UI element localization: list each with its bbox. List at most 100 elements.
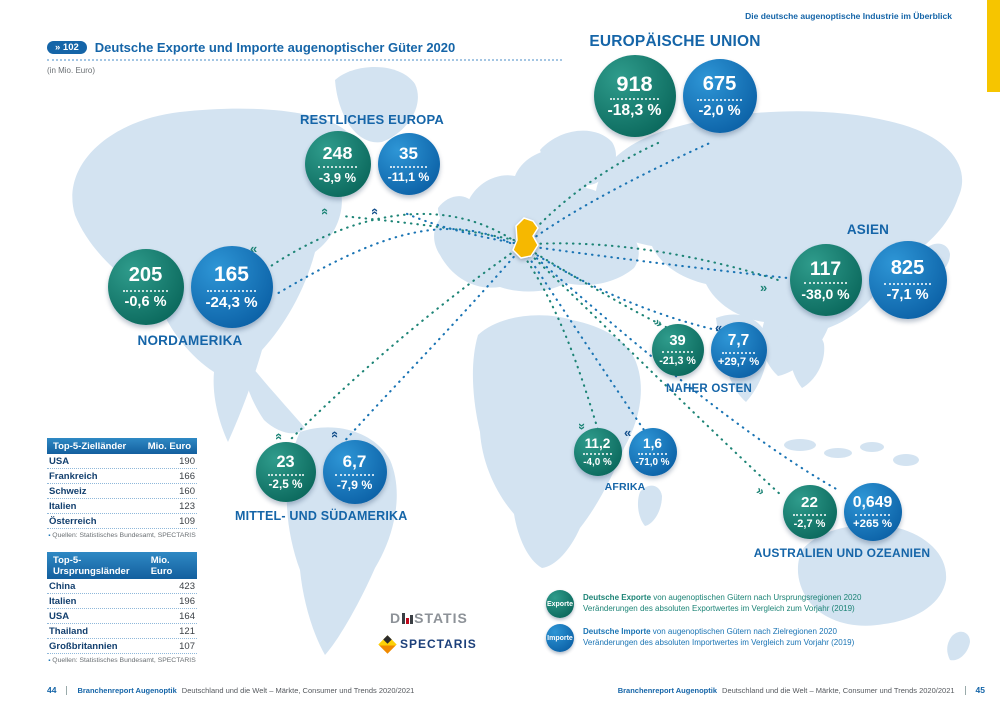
flow-north-america-export	[260, 212, 518, 274]
page-footer: 44 Branchenreport Augenoptik Deutschland…	[47, 685, 985, 695]
table-row: Italien 123	[47, 499, 197, 514]
figure-number-badge: » 102	[47, 41, 87, 54]
import-bubble: 165 -24,3 %	[190, 246, 273, 328]
import-value: 0,649	[852, 493, 893, 511]
island-new-guinea	[893, 454, 919, 466]
continent-asia	[595, 111, 963, 377]
import-value: 6,7	[342, 452, 367, 472]
island-greenland	[335, 66, 418, 143]
export-value: 205	[128, 264, 163, 287]
export-change: -4,0 %	[583, 457, 612, 469]
table-top5-destination-countries: Top-5-Zielländer Mio. Euro USA 190 Frankr…	[47, 438, 197, 539]
region-australien-und-ozeanien: 22 -2,7 % 0,649 +265 % AUSTRALIEN UND OZ…	[748, 483, 936, 560]
region-nordamerika: 205 -0,6 % 165 -24,3 % NORDAMERIKA	[92, 246, 288, 348]
flow-rest-europe-import	[403, 211, 516, 245]
export-bubble: 11,2 -4,0 %	[573, 428, 622, 476]
region-mittel-und-suedamerika: 23 -2,5 % 6,7 -7,9 % MITTEL- UND SÜDAMER…	[235, 440, 407, 523]
table-source: ▪ Quellen: Statistisches Bundesamt, SPEC…	[48, 657, 196, 664]
footer-text-right: Deutschland und die Welt – Märkte, Consu…	[722, 685, 955, 695]
export-bubble: 117 -38,0 %	[789, 244, 862, 316]
export-bubble: 918 -18,3 %	[593, 55, 676, 137]
import-value: 165	[214, 263, 249, 287]
flow-rest-europe-export	[340, 214, 516, 242]
arrow-chevron-icon: »	[760, 280, 768, 295]
footer-text-left: Deutschland und die Welt – Märkte, Consu…	[181, 685, 415, 695]
region-southeast-asia	[787, 327, 825, 388]
import-change: -2,0 %	[698, 102, 741, 119]
region-label: AFRIKA	[604, 481, 646, 493]
legend-import-line1: von augenoptischen Gütern nach Zielregio…	[650, 627, 837, 637]
region-label: RESTLICHES EUROPA	[299, 112, 444, 127]
import-value: 1,6	[643, 435, 662, 451]
destatis-bars-icon	[402, 612, 414, 624]
import-bubble: 675 -2,0 %	[682, 59, 757, 133]
region-label: AUSTRALIEN UND OZEANIEN	[753, 546, 931, 560]
table-row: Großbritannien 107	[47, 639, 197, 654]
export-change: -38,0 %	[801, 286, 850, 303]
footer-brand-right: Branchenreport Augenoptik	[617, 685, 718, 695]
table-row: Schweiz 160	[47, 484, 197, 499]
import-bubble: 7,7 +29,7 %	[710, 322, 767, 378]
flow-australia-import	[530, 252, 840, 492]
region-label: NORDAMERIKA	[137, 333, 243, 348]
table-row: Italien 196	[47, 594, 197, 609]
destatis-logo-text: D	[390, 610, 402, 626]
export-value: 248	[322, 143, 353, 164]
page-number-left: 44	[47, 685, 57, 695]
germany-shape	[512, 217, 539, 259]
export-legend-badge: Exporte	[546, 590, 574, 618]
import-change: -11,1 %	[387, 169, 430, 184]
report-section-header: Die deutsche augenoptische Industrie im …	[745, 11, 952, 21]
region-label: EUROPÄISCHE UNION	[589, 33, 761, 50]
arrow-chevron-icon: «	[624, 425, 632, 440]
spectaris-diamond-icon	[378, 634, 397, 654]
continent-africa	[472, 315, 641, 568]
table-title: Top-5-Zielländer	[53, 440, 127, 452]
import-value: 35	[399, 144, 418, 164]
import-bubble: 6,7 -7,9 %	[322, 440, 387, 504]
import-change: -7,9 %	[336, 477, 373, 492]
import-bubble: 0,649 +265 %	[843, 483, 902, 541]
table-row: China 423	[47, 579, 197, 594]
import-change: +29,7 %	[717, 355, 760, 368]
title-divider	[47, 59, 562, 61]
flow-asia-import	[532, 245, 860, 287]
destatis-logo: D STATIS	[390, 610, 468, 626]
flow-north-america-import	[273, 227, 518, 297]
table-row: USA 190	[47, 454, 197, 469]
table-top5-origin-countries: Top-5-Ursprungsländer Mio. Euro China 423…	[47, 552, 197, 664]
export-value: 117	[809, 257, 842, 280]
legend-export-line1: von augenoptischen Gütern nach Ursprungs…	[651, 593, 862, 603]
import-value: 675	[702, 73, 737, 96]
import-change: -24,3 %	[205, 293, 258, 311]
island-indonesia-3	[860, 442, 884, 452]
legend-export-bold: Deutsche Exporte	[583, 593, 652, 603]
export-value: 22	[801, 494, 818, 512]
flow-africa-import	[526, 254, 646, 432]
export-bubble: 23 -2,5 %	[255, 442, 316, 502]
export-value: 23	[276, 453, 295, 472]
table-title: Top-5-Ursprungsländer	[53, 554, 130, 577]
export-bubble: 39 -21,3 %	[651, 324, 704, 376]
export-change: -2,7 %	[793, 517, 826, 530]
export-value: 39	[669, 332, 686, 349]
arrow-chevron-icon: «	[318, 207, 334, 216]
unit-note: (in Mio. Euro)	[47, 66, 96, 75]
export-change: -3,9 %	[318, 169, 357, 185]
flow-middle-east-export	[528, 248, 674, 332]
table-row: Österreich 109	[47, 514, 197, 529]
import-bubble: 1,6 -71,0 %	[628, 428, 677, 476]
region-restliches-europa: RESTLICHES EUROPA 248 -3,9 % 35 -11,1 %	[276, 112, 468, 197]
continent-central-america	[240, 352, 305, 434]
import-value: 7,7	[727, 332, 750, 350]
legend-exports: Exporte Deutsche Exporte von augenoptisc…	[546, 590, 876, 618]
region-scandinavia	[540, 130, 616, 186]
legend-export-line2: Veränderungen des absoluten Exportwertes…	[583, 604, 855, 613]
export-value: 918	[616, 70, 653, 96]
page-title: Deutsche Exporte und Importe augenoptisc…	[94, 40, 456, 55]
import-bubble: 35 -11,1 %	[377, 133, 440, 195]
island-new-zealand	[947, 631, 970, 661]
export-bubble: 22 -2,7 %	[782, 485, 837, 539]
export-value: 11,2	[584, 435, 611, 451]
